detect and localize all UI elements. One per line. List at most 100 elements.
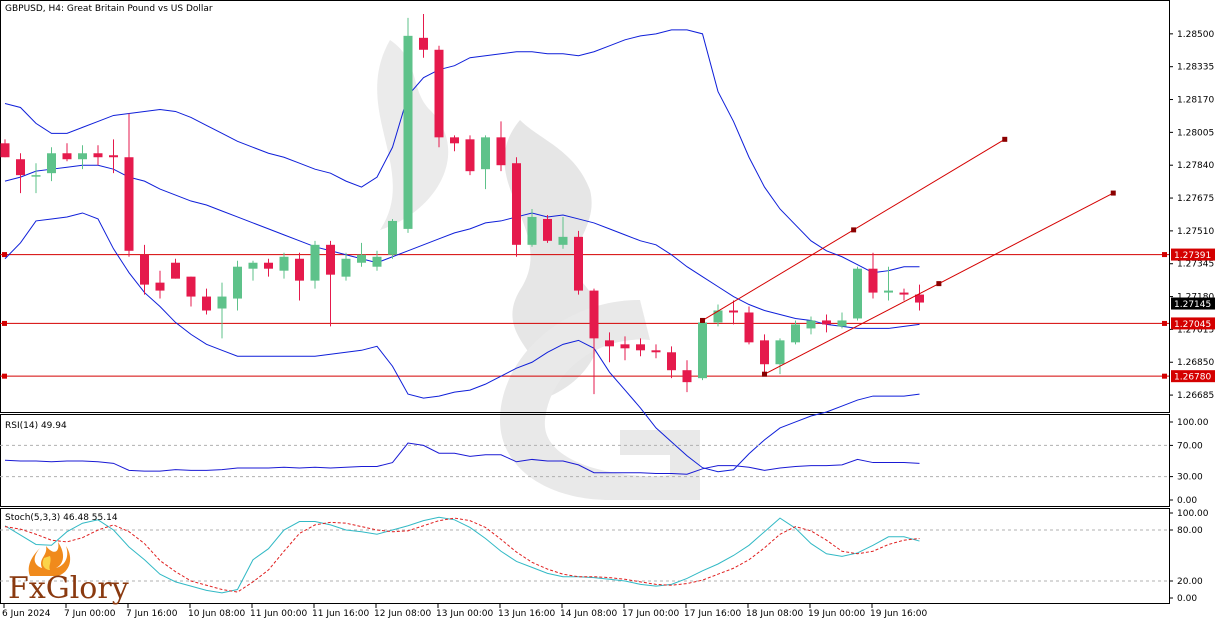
candle-bull [357, 254, 366, 263]
level-anchor-left [2, 373, 7, 379]
candle-bear [16, 159, 25, 176]
candle-bear [450, 137, 459, 144]
candle-bear [124, 157, 134, 251]
indicator-series-line [4, 517, 920, 593]
candle-bear [915, 294, 924, 303]
candle-bear [899, 292, 909, 295]
candle-bear [543, 218, 552, 241]
price-tick-label: 1.27510 [1177, 227, 1214, 237]
indicator-series-line [4, 516, 920, 594]
current-price-label: 1.27145 [1174, 300, 1211, 310]
price-tick-label: 1.28500 [1177, 30, 1214, 40]
candle-bull [31, 175, 41, 177]
price-tick-label: 1.27675 [1177, 194, 1214, 204]
time-tick-label: 13 Jun 00:00 [436, 609, 493, 619]
candle-bear [109, 155, 118, 158]
flame-icon [28, 542, 71, 576]
trend-anchor-point [762, 371, 767, 377]
candle-bull [388, 220, 397, 255]
candle-bear [295, 258, 304, 281]
logo-text: FxGlory [8, 571, 129, 606]
candle-bear [729, 310, 738, 313]
candle-bull [791, 324, 800, 343]
level-price-label: 1.26780 [1174, 373, 1211, 383]
candle-bull [884, 290, 893, 293]
level-price-label: 1.27045 [1174, 320, 1211, 330]
level-price-tag [1171, 248, 1215, 261]
rsi-header: RSI(14) 49.94 [5, 421, 67, 431]
candle-bull [372, 256, 382, 267]
candle-bear [186, 276, 196, 297]
candle-bull [341, 258, 351, 277]
panel-frames [0, 0, 1170, 604]
stoch-header: Stoch(5,3,3) 46.48 55.14 [5, 513, 118, 523]
time-tick-label: 6 Jun 2024 [2, 609, 51, 619]
price-panel: 1.28500 1.28335 1.28170 1.28005 1.27840 1.276… [0, 13, 1215, 473]
time-tick-label: 7 Jun 00:00 [64, 609, 116, 619]
time-tick-label: 12 Jun 08:00 [374, 609, 431, 619]
candle-bear [605, 340, 614, 347]
candle-bear [171, 262, 180, 279]
candle-bull [310, 244, 320, 281]
current-price-tag [1171, 297, 1215, 310]
indicator-tick-label: 70.00 [1177, 441, 1203, 451]
bollinger-lower-line [4, 212, 920, 473]
candle-bear [140, 254, 149, 285]
candle-bear [636, 344, 645, 351]
bollinger-middle-line [4, 164, 920, 329]
candle-bull [775, 340, 785, 365]
candle-bull [279, 256, 289, 271]
candle-bear [419, 37, 428, 50]
indicator-series-line [4, 442, 920, 475]
trend-anchor-point [1002, 136, 1008, 142]
indicator-tick-label: 30.00 [1177, 473, 1203, 483]
time-axis: 6 Jun 2024 7 Jun 00:00 7 Jun 16:00 10 Jun 0… [2, 604, 927, 619]
candle-bear [744, 312, 754, 343]
price-tick-label: 1.27345 [1177, 260, 1214, 270]
time-tick-label: 17 Jun 00:00 [622, 609, 679, 619]
price-tick-label: 1.28170 [1177, 96, 1214, 106]
candle-bull [78, 153, 87, 160]
time-tick-label: 11 Jun 16:00 [312, 609, 369, 619]
level-anchor-left [2, 252, 7, 258]
indicator-tick-label: 100.00 [1177, 418, 1209, 428]
watermark-emblem [377, 40, 700, 500]
candle-bear [512, 163, 521, 245]
time-tick-label: 10 Jun 08:00 [188, 609, 245, 619]
price-tick-label: 1.27015 [1177, 325, 1214, 335]
candle-bull [233, 266, 242, 299]
trend-anchor-point [1110, 190, 1116, 196]
indicator-tick-label: 100.00 [1177, 509, 1209, 519]
price-tick-label: 1.28005 [1177, 128, 1214, 138]
candle-bear [589, 290, 599, 339]
candle-bear [465, 139, 475, 172]
indicator-tick-label: 80.00 [1177, 526, 1203, 536]
trend-anchor-point [936, 281, 942, 287]
candle-bull [837, 320, 847, 327]
level-anchor-right [1162, 373, 1167, 379]
price-tick-label: 1.27840 [1177, 161, 1214, 171]
candle-bear [620, 344, 630, 349]
price-tick-label: 1.26850 [1177, 358, 1214, 368]
price-tick-label: 1.28335 [1177, 63, 1214, 73]
time-tick-label: 13 Jun 16:00 [498, 609, 555, 619]
indicator-tick-label: 20.00 [1177, 577, 1203, 587]
candle-bear [264, 262, 273, 269]
level-anchor-right [1162, 320, 1167, 326]
candle-bear [62, 153, 72, 160]
candle-bear [0, 143, 10, 158]
candle-bear [326, 244, 335, 275]
time-tick-label: 14 Jun 08:00 [560, 609, 617, 619]
candle-bear [760, 340, 769, 365]
candle-bear [93, 153, 103, 158]
price-tick-label: 1.26685 [1177, 391, 1214, 401]
time-tick-label: 18 Jun 08:00 [746, 609, 803, 619]
rsi-panel: 100.00 70.00 30.00 0.00 [0, 418, 1209, 506]
level-price-tag [1171, 370, 1215, 383]
candle-bull [698, 322, 707, 379]
candle-bull [481, 137, 490, 170]
time-tick-label: 19 Jun 16:00 [870, 609, 927, 619]
stochastic-panel: 100.00 80.00 20.00 0.00 [0, 509, 1209, 604]
candle-bull [47, 153, 56, 174]
